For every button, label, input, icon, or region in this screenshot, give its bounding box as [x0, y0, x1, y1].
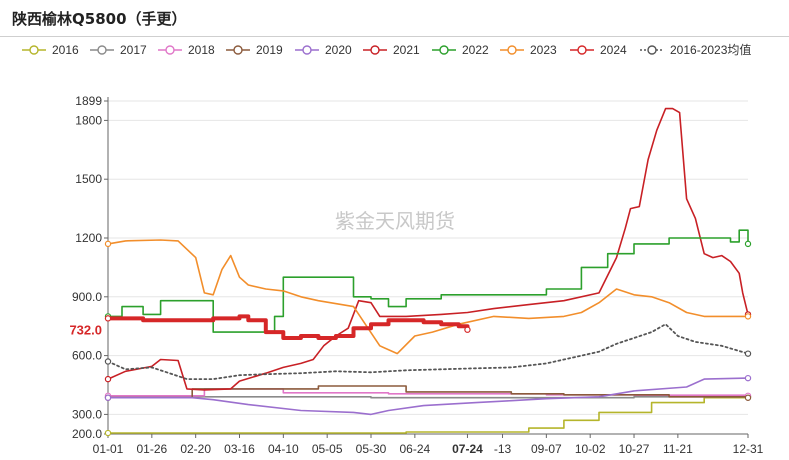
legend-label-2020: 2020	[325, 43, 352, 57]
series-marker-2023	[104, 240, 112, 248]
x-tick-label: 03-16	[224, 442, 255, 456]
x-tick-label: 01-01	[93, 442, 124, 456]
x-tick-label: 07-24	[452, 442, 483, 456]
series-marker-2024	[464, 326, 471, 333]
legend-label-2016-2023均值: 2016-2023均值	[670, 42, 751, 57]
legend-label-2023: 2023	[530, 43, 557, 57]
title-divider	[0, 36, 789, 37]
highlight-value-label: 732.0	[69, 323, 102, 338]
x-tick-label: 04-10	[268, 442, 299, 456]
legend-marker-2019	[233, 45, 243, 55]
y-tick-label: 600.0	[72, 349, 102, 363]
series-line-2021	[107, 107, 749, 391]
legend-label-2021: 2021	[393, 43, 420, 57]
x-tick-label: -13	[494, 442, 512, 456]
legend-marker-2021	[370, 45, 380, 55]
series-marker-2021	[104, 375, 112, 383]
legend-label-2018: 2018	[188, 43, 215, 57]
y-tick-label: 300.0	[72, 407, 102, 421]
legend-marker-2023	[507, 45, 517, 55]
series-marker-2020	[104, 394, 112, 401]
x-tick-label: 01-26	[136, 442, 167, 456]
legend-marker-2016	[29, 45, 39, 55]
series-line-2017	[107, 396, 749, 399]
y-tick-label: 900.0	[72, 290, 102, 304]
series-line-2023	[107, 239, 749, 355]
x-tick-label: 05-05	[312, 442, 343, 456]
legend-label-2017: 2017	[120, 43, 147, 57]
series-marker-2024	[104, 315, 112, 322]
series-line-2016-2023均值	[107, 323, 749, 380]
x-tick-label: 11-21	[663, 442, 693, 456]
legend-label-2016: 2016	[52, 43, 79, 57]
series-line-2020	[107, 377, 749, 416]
legend-marker-2018	[165, 45, 175, 55]
legend-label-2022: 2022	[462, 43, 489, 57]
x-tick-label: 02-20	[180, 442, 211, 456]
legend-label-2024: 2024	[600, 43, 627, 57]
x-tick-label: 05-30	[356, 442, 387, 456]
x-tick-label: 09-07	[531, 442, 562, 456]
series-marker-2016-2023均值	[744, 350, 752, 357]
y-tick-label: 1500	[75, 172, 102, 186]
series-line-2016	[107, 396, 749, 434]
series-marker-2016-2023均值	[104, 358, 112, 365]
legend-marker-2022	[439, 45, 449, 55]
x-tick-label: 12-31	[733, 442, 764, 456]
series-marker-2023	[744, 313, 752, 320]
y-tick-label: 1800	[75, 113, 102, 127]
chart-title: 陕西榆林Q5800（手更）	[12, 10, 187, 28]
series-marker-2022	[744, 240, 752, 248]
legend-marker-2016-2023均值	[647, 45, 657, 55]
x-tick-label: 10-02	[575, 442, 606, 456]
watermark-text: 紫金天风期货	[335, 209, 455, 233]
legend-marker-2017	[97, 45, 107, 55]
legend-label-2019: 2019	[256, 43, 283, 57]
series-marker-2016	[104, 429, 112, 437]
series-line-2024	[106, 314, 470, 340]
x-tick-label: 06-24	[399, 442, 430, 456]
legend-marker-2020	[302, 45, 312, 55]
legend-marker-2024	[577, 45, 587, 55]
y-tick-label: 1200	[75, 231, 102, 245]
series-line-2022	[107, 229, 749, 333]
x-tick-label: 10-27	[619, 442, 650, 456]
series-marker-2019	[744, 394, 752, 401]
y-tick-label: 1899	[75, 94, 102, 108]
series-marker-2020	[744, 374, 752, 382]
y-tick-label: 200.0	[72, 427, 102, 441]
